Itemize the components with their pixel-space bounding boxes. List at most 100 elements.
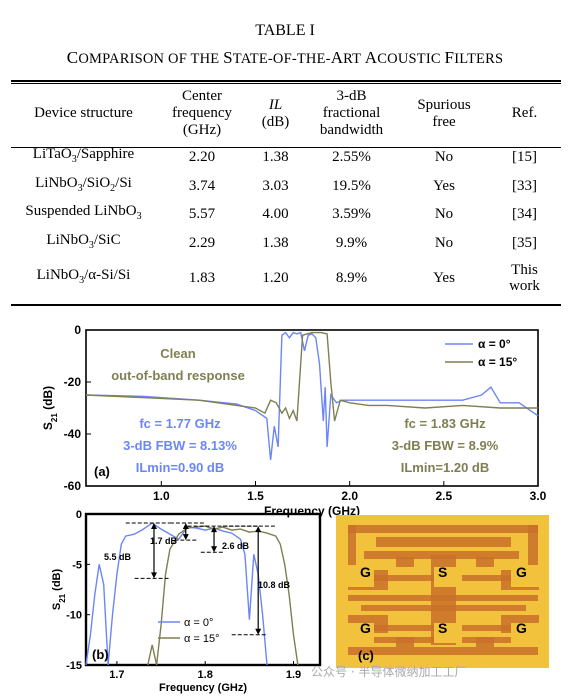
cell-device: Suspended LiNbO3: [25, 203, 142, 223]
table-bottom-rule: [11, 304, 561, 306]
cell-il: 1.20: [262, 270, 289, 286]
y-axis-label-sub: 21: [58, 593, 67, 602]
cell-device: LiTaO3/Sapphire: [32, 146, 135, 166]
cell-il: 4.00: [262, 206, 289, 223]
caption-part: ILTERS: [454, 51, 504, 67]
legend-label-0: α = 0°: [184, 617, 213, 629]
cell-device: LiNbO3/SiO2/Si: [35, 174, 132, 194]
caption-part: A: [330, 48, 344, 67]
dim-label: 10.8 dB: [258, 580, 291, 590]
y-tick-label: -40: [64, 427, 82, 441]
y-tick-label: -10: [66, 610, 82, 622]
table-row: LiNbO3/α-Si/Si 1.83 1.20 8.9% Yes This work: [11, 257, 561, 299]
x-tick-label: 2.5: [435, 489, 452, 503]
electrode-pad: [348, 525, 356, 565]
pad-label: S: [438, 620, 447, 636]
legend-label-0: α = 0°: [478, 337, 511, 351]
cell-spurious: No: [434, 149, 454, 166]
cell-freq: 3.74: [188, 177, 216, 194]
series-line-0: [85, 331, 539, 461]
y-tick-label: -5: [72, 559, 82, 571]
header-cell: Spurious free: [400, 86, 488, 143]
clean-label: out-of-band response: [111, 368, 245, 383]
caption-part: C: [66, 48, 79, 67]
plot-b-frame: [84, 512, 322, 667]
x-tick-label: 1.9: [286, 669, 301, 681]
caption-part: F: [444, 48, 455, 67]
pad-clear: [434, 623, 462, 643]
blue-annotation: 3-dB FBW = 8.13%: [123, 438, 237, 453]
header-cell: Ref.: [488, 86, 561, 143]
y-tick-label: 0: [74, 323, 81, 337]
cell-spurious: No: [434, 206, 454, 223]
caption-part: A: [364, 48, 378, 67]
cell-freq: 2.29: [188, 234, 216, 251]
cell-freq: 2.20: [188, 149, 216, 166]
cell-ref: [35]: [512, 234, 537, 251]
comparison-table: Device structure Center frequency (GHz) IL (d…: [11, 86, 561, 299]
caption-part: S: [223, 48, 233, 67]
cell-fbw: 9.9%: [335, 234, 368, 251]
y-axis-label-unit: (dB): [41, 386, 55, 413]
dim-arrow-head: [182, 534, 189, 541]
pad-label: S: [438, 564, 447, 580]
filter-micrograph: G S G G S G (c): [336, 515, 549, 668]
pad-label: G: [516, 564, 527, 580]
y-axis-label-unit: (dB): [51, 569, 63, 594]
cell-il: 1.38: [262, 149, 289, 166]
pad-clear: [511, 623, 539, 643]
electrode-pad: [476, 557, 494, 567]
cell-fbw: 2.55%: [332, 149, 371, 166]
cell-ref: [15]: [512, 149, 537, 166]
caption-part: OMPARISON OF THE: [78, 51, 224, 67]
x-axis-label: Frequency (GHz): [159, 682, 247, 694]
pad-label: G: [516, 620, 527, 636]
electrode-pad: [348, 647, 538, 655]
table-row: LiNbO3/SiO2/Si 3.74 3.03 19.5% Yes [33]: [11, 172, 561, 201]
dim-label: 1.7 dB: [150, 536, 178, 546]
x-tick-label: 1.5: [247, 489, 264, 503]
dim-arrow-head: [182, 523, 189, 530]
table-row: LiTaO3/Sapphire 2.20 1.38 2.55% No [15]: [11, 143, 561, 172]
cell-spurious: No: [434, 234, 454, 251]
header-line: (dB): [261, 113, 290, 130]
pad-label: G: [360, 564, 371, 580]
olive-annotation: ILmin=1.20 dB: [401, 460, 490, 475]
table-top-rule: [11, 80, 561, 82]
dim-arrow-head: [211, 526, 218, 533]
header-line: free: [432, 113, 456, 130]
pad-clear: [346, 567, 374, 587]
pad-clear: [346, 623, 374, 643]
table-header-rule: [11, 147, 561, 148]
table-header-row: Device structure Center frequency (GHz) IL (d…: [11, 86, 561, 143]
dim-arrow-head: [211, 546, 218, 553]
cell-freq: 1.83: [188, 270, 216, 286]
x-tick-label: 1.7: [109, 669, 124, 681]
x-tick-label: 1.8: [198, 669, 213, 681]
cell-ref: This work: [509, 262, 540, 294]
dim-arrow-head: [255, 628, 262, 635]
table-title: TABLE I: [255, 22, 315, 39]
panel-label-b: (b): [92, 647, 109, 662]
caption-part: RT: [343, 51, 365, 67]
electrode-pad: [528, 525, 538, 565]
table-row: LiNbO3/SiC 2.29 1.38 9.9% No [35]: [11, 229, 561, 258]
x-tick-label: 3.0: [530, 489, 547, 503]
dim-label: 5.5 dB: [104, 552, 132, 562]
dim-label: 2.6 dB: [222, 541, 250, 551]
table-row: Suspended LiNbO3 5.57 4.00 3.59% No [34]: [11, 200, 561, 229]
header-line: Device structure: [34, 105, 133, 121]
header-line: frequency: [172, 105, 232, 121]
blue-annotation: fc = 1.77 GHz: [139, 416, 221, 431]
x-tick-label: 2.0: [341, 489, 358, 503]
dim-arrow-head: [150, 523, 157, 530]
pad-clear: [511, 567, 539, 587]
y-tick-label: -15: [66, 660, 82, 672]
panel-label-c: (c): [358, 648, 374, 663]
cell-device: LiNbO3/SiC: [46, 231, 121, 251]
cell-il: 1.38: [262, 234, 289, 251]
y-tick-label: -20: [64, 375, 82, 389]
table-caption: COMPARISON OF THE STATE-OF-THE-ART ACOUS…: [0, 48, 570, 68]
series-line-1: [147, 525, 299, 666]
